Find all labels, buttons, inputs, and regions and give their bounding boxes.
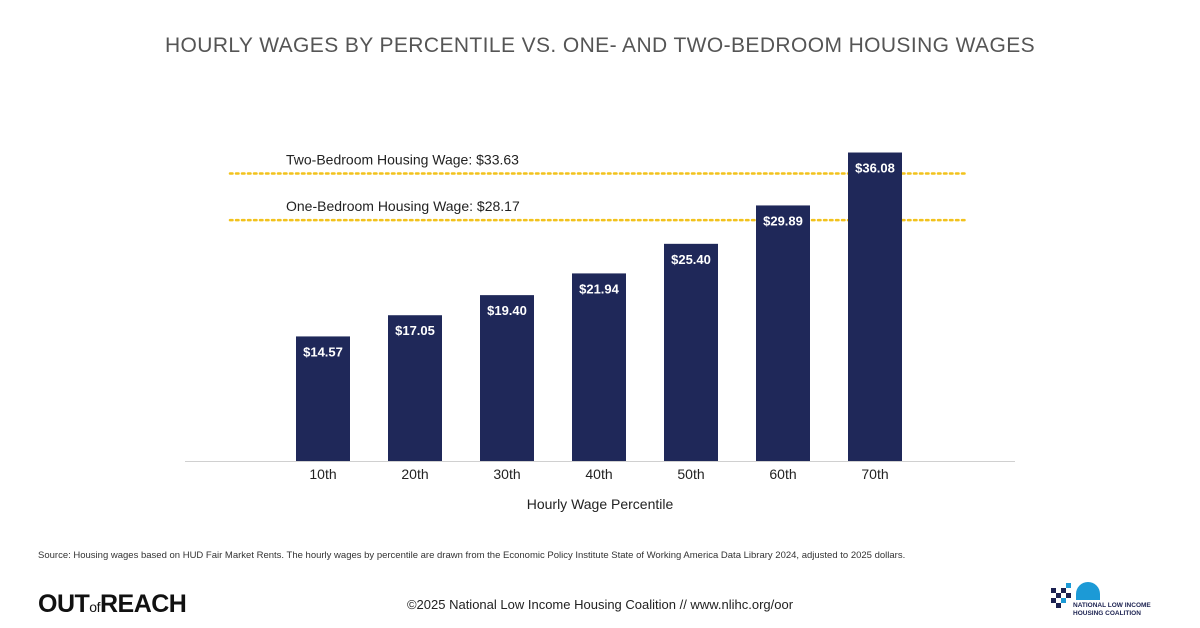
data-label-40th: $21.94 bbox=[579, 281, 620, 296]
x-axis-title: Hourly Wage Percentile bbox=[527, 496, 674, 512]
nlihc-logo: NATIONAL LOW INCOME HOUSING COALITION bbox=[1048, 576, 1168, 620]
bar-20th bbox=[388, 315, 442, 461]
bar-10th bbox=[296, 336, 350, 461]
bar-50th bbox=[664, 243, 718, 461]
x-tick-label-70th: 70th bbox=[861, 466, 888, 482]
data-label-30th: $19.40 bbox=[487, 303, 527, 318]
data-label-10th: $14.57 bbox=[303, 344, 343, 359]
bar-30th bbox=[480, 295, 534, 461]
x-tick-label-10th: 10th bbox=[309, 466, 336, 482]
x-tick-label-30th: 30th bbox=[493, 466, 520, 482]
data-label-50th: $25.40 bbox=[671, 252, 711, 267]
data-label-70th: $36.08 bbox=[855, 161, 895, 176]
house-icon bbox=[1051, 582, 1100, 608]
data-label-60th: $29.89 bbox=[763, 213, 803, 228]
x-tick-label-60th: 60th bbox=[769, 466, 796, 482]
reference-line-label-1: One-Bedroom Housing Wage: $28.17 bbox=[286, 198, 520, 214]
data-label-20th: $17.05 bbox=[395, 323, 435, 338]
bar-70th bbox=[848, 152, 902, 462]
footer-copyright: ©2025 National Low Income Housing Coalit… bbox=[406, 597, 794, 612]
bar-40th bbox=[572, 273, 626, 461]
chart-title: HOURLY WAGES BY PERCENTILE VS. ONE- AND … bbox=[164, 34, 1036, 57]
x-tick-label-40th: 40th bbox=[585, 466, 612, 482]
x-tick-label-20th: 20th bbox=[401, 466, 428, 482]
out-of-reach-logo: OUTofREACH bbox=[38, 590, 187, 618]
bar-60th bbox=[756, 205, 810, 461]
bar-chart: Two-Bedroom Housing Wage: $33.63 One-Bedr… bbox=[185, 151, 1015, 512]
reference-line-label-0: Two-Bedroom Housing Wage: $33.63 bbox=[286, 151, 519, 167]
source-note: Source: Housing wages based on HUD Fair … bbox=[38, 550, 906, 561]
x-tick-label-50th: 50th bbox=[677, 466, 704, 482]
